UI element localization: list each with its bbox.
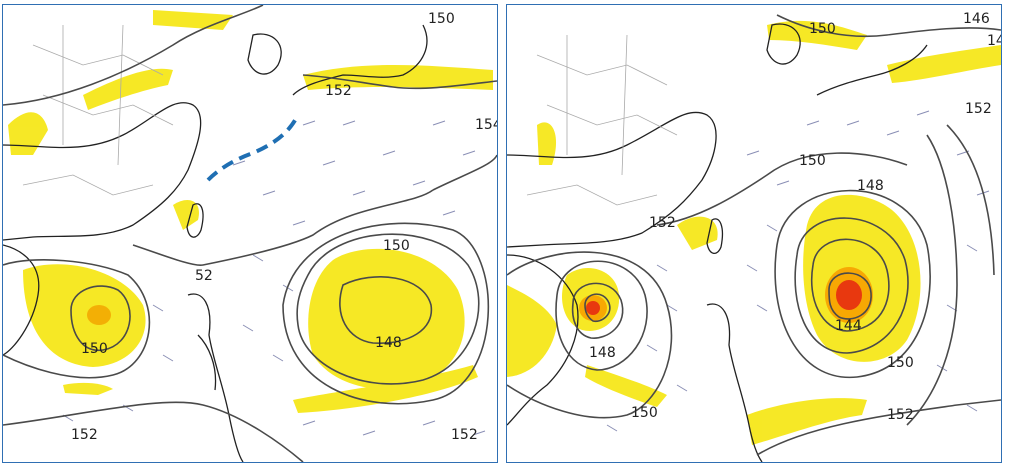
contour-label: 152 [965, 101, 992, 117]
left-front-line [206, 114, 300, 182]
left-coastlines [3, 24, 428, 462]
contour-label: 150 [631, 405, 658, 421]
right-typhoon-core [836, 280, 862, 310]
contour-label: 150 [887, 355, 914, 371]
contour-label: 150 [81, 341, 108, 357]
left-wind-core [87, 305, 111, 325]
contour-label: 52 [195, 268, 213, 284]
contour-label: 152 [325, 83, 352, 99]
contour-label: 148 [987, 33, 1001, 49]
left-map-panel: 150 152 154 150 148 52 150 152 152 [2, 4, 498, 463]
left-borders [22, 24, 174, 196]
contour-label: 154 [475, 117, 497, 133]
left-contours [3, 5, 497, 462]
contour-label: 150 [428, 11, 455, 27]
contour-label: 148 [857, 178, 884, 194]
right-storm-core [586, 301, 600, 315]
contour-label: 152 [71, 427, 98, 443]
contour-label: 150 [799, 153, 826, 169]
right-contour-labels: 150 146 148 152 150 148 152 144 148 150 … [589, 11, 1001, 423]
contour-label: 148 [375, 335, 402, 351]
right-coastlines [507, 23, 928, 462]
right-contours [507, 14, 1001, 456]
contour-label: 144 [835, 318, 862, 334]
contour-label: 152 [649, 215, 676, 231]
contour-label: 152 [451, 427, 478, 443]
right-map-panel: 150 146 148 152 150 148 152 144 148 150 … [506, 4, 1002, 463]
left-contour-labels: 150 152 154 150 148 52 150 152 152 [71, 11, 497, 443]
contour-label: 146 [963, 11, 990, 27]
right-wind-shading [507, 20, 1001, 445]
contour-label: 150 [383, 238, 410, 254]
left-wind-barbs [62, 120, 486, 436]
contour-label: 152 [887, 407, 914, 423]
contour-label: 148 [589, 345, 616, 361]
right-borders [526, 34, 678, 206]
contour-label: 150 [809, 21, 836, 37]
